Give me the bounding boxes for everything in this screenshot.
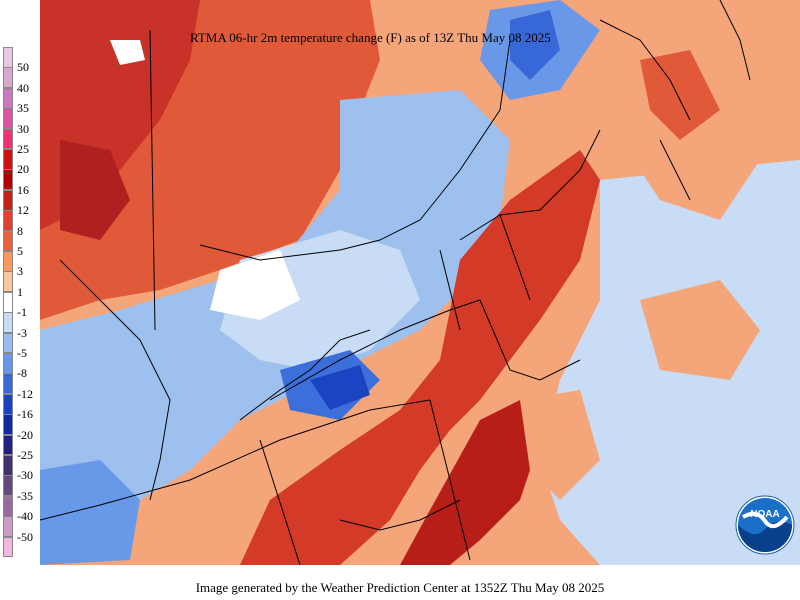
- legend-label: -30: [17, 468, 33, 483]
- legend-swatch: [3, 516, 13, 538]
- legend-label: -16: [17, 407, 33, 422]
- noaa-logo: NOAA: [735, 495, 795, 555]
- legend-label: -12: [17, 386, 33, 401]
- legend-label: 1: [17, 284, 23, 299]
- legend-label: 40: [17, 80, 29, 95]
- map-title: RTMA 06-hr 2m temperature change (F) as …: [190, 30, 551, 45]
- legend-label: 30: [17, 121, 29, 136]
- legend-swatch: [3, 149, 13, 170]
- legend-label: 5: [17, 244, 23, 258]
- legend-label: -3: [17, 325, 27, 340]
- legend-swatch: [3, 475, 13, 497]
- legend-swatch: [3, 536, 13, 558]
- legend-label: 12: [17, 203, 29, 218]
- legend-label: 50: [17, 60, 29, 75]
- legend-label: 3: [17, 264, 23, 279]
- legend-swatch: [3, 414, 13, 436]
- legend-label: -20: [17, 427, 33, 442]
- legend-swatch: [3, 393, 13, 415]
- legend-swatch: [3, 271, 13, 293]
- footer-credit: Image generated by the Weather Predictio…: [195, 580, 605, 595]
- legend-swatch: [3, 108, 13, 130]
- legend-swatch: [3, 312, 13, 334]
- legend-swatch: [3, 230, 13, 252]
- legend-label: 20: [17, 162, 29, 177]
- legend-label: -8: [17, 366, 27, 381]
- legend-swatch: [3, 210, 13, 232]
- legend-label: -35: [17, 488, 33, 503]
- legend-label: -1: [17, 305, 27, 320]
- legend-swatch: [3, 291, 13, 313]
- temperature-change-map: [40, 0, 800, 565]
- legend-swatch: [3, 128, 13, 150]
- legend-swatch: [3, 332, 13, 354]
- legend-swatch: [3, 455, 13, 476]
- legend-label: 8: [17, 223, 23, 238]
- legend-swatch: [3, 353, 13, 374]
- legend-swatch: [3, 169, 13, 191]
- legend-label: -40: [17, 509, 33, 524]
- legend-label: 25: [17, 142, 29, 156]
- legend-swatch: [3, 434, 13, 456]
- legend-label: 35: [17, 101, 29, 116]
- legend-label: -25: [17, 448, 33, 462]
- legend-swatch: [3, 67, 13, 89]
- legend-swatch: [3, 47, 13, 68]
- legend-swatch: [3, 251, 13, 272]
- legend-swatch: [3, 189, 13, 211]
- legend-swatch: [3, 87, 13, 109]
- legend-label: -5: [17, 346, 27, 360]
- legend-label: -50: [17, 529, 33, 544]
- legend-label: 16: [17, 182, 29, 197]
- legend-swatch: [3, 495, 13, 517]
- noaa-logo-text: NOAA: [750, 509, 779, 520]
- legend-swatch: [3, 373, 13, 395]
